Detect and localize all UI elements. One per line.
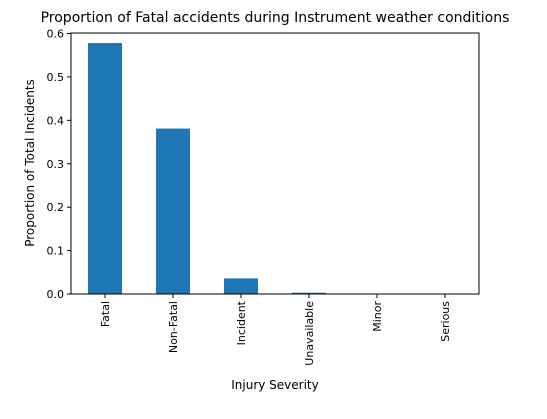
y-axis-label: Proportion of Total Incidents: [23, 79, 37, 247]
y-tick-label: 0.1: [47, 245, 65, 258]
bar-incident: [224, 278, 258, 294]
plot-frame: [70, 32, 480, 295]
x-tick-label-serious: Serious: [439, 301, 452, 342]
y-tick-label: 0.2: [47, 201, 65, 214]
bars-group: [88, 43, 326, 294]
y-tick-label: 0.4: [47, 114, 65, 127]
x-axis-label: Injury Severity: [231, 378, 319, 392]
bar-unavailable: [292, 292, 326, 294]
x-tick-label-minor: Minor: [371, 301, 384, 332]
y-axis: 0.0 0.1 0.2 0.3 0.4 0.5 0.6: [47, 28, 71, 301]
bar-fatal: [88, 43, 122, 294]
x-tick-label-unavailable: Unavailable: [303, 301, 316, 366]
y-tick-label: 0.5: [47, 71, 65, 84]
bar-non-fatal: [156, 128, 190, 294]
x-tick-label-fatal: Fatal: [99, 301, 112, 327]
x-axis: Fatal Non-Fatal Incident Unavailable Minor Se…: [99, 294, 452, 366]
x-tick-label-non-fatal: Non-Fatal: [167, 301, 180, 353]
x-tick-label-incident: Incident: [235, 300, 248, 345]
y-tick-label: 0.3: [47, 158, 65, 171]
chart-title: Proportion of Fatal accidents during Ins…: [41, 10, 510, 26]
y-tick-label: 0.0: [47, 288, 65, 301]
y-tick-label: 0.6: [47, 28, 65, 41]
